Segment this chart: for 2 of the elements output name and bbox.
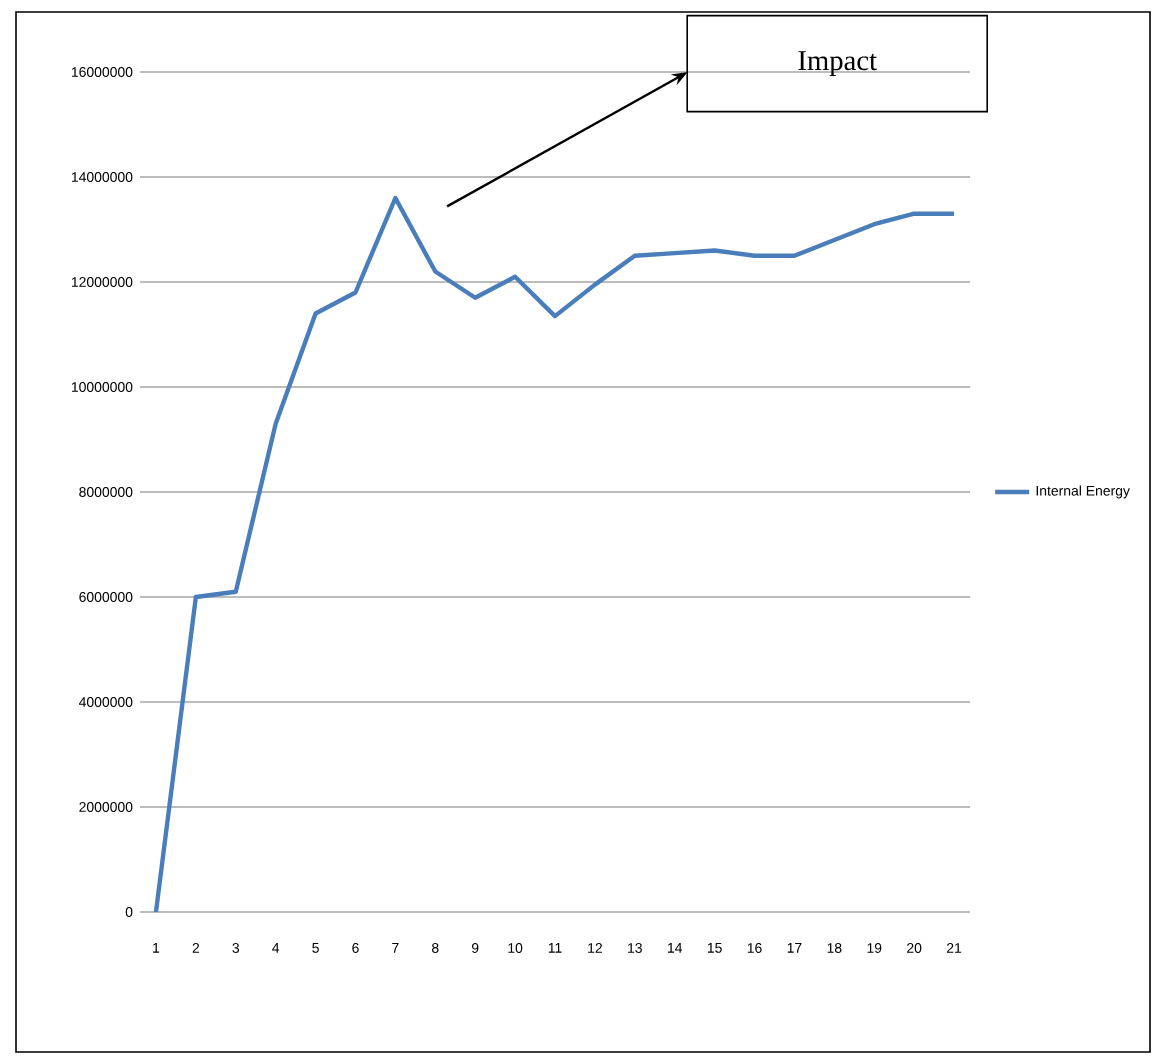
line-series xyxy=(153,195,957,915)
annotation: Impact xyxy=(798,51,877,77)
